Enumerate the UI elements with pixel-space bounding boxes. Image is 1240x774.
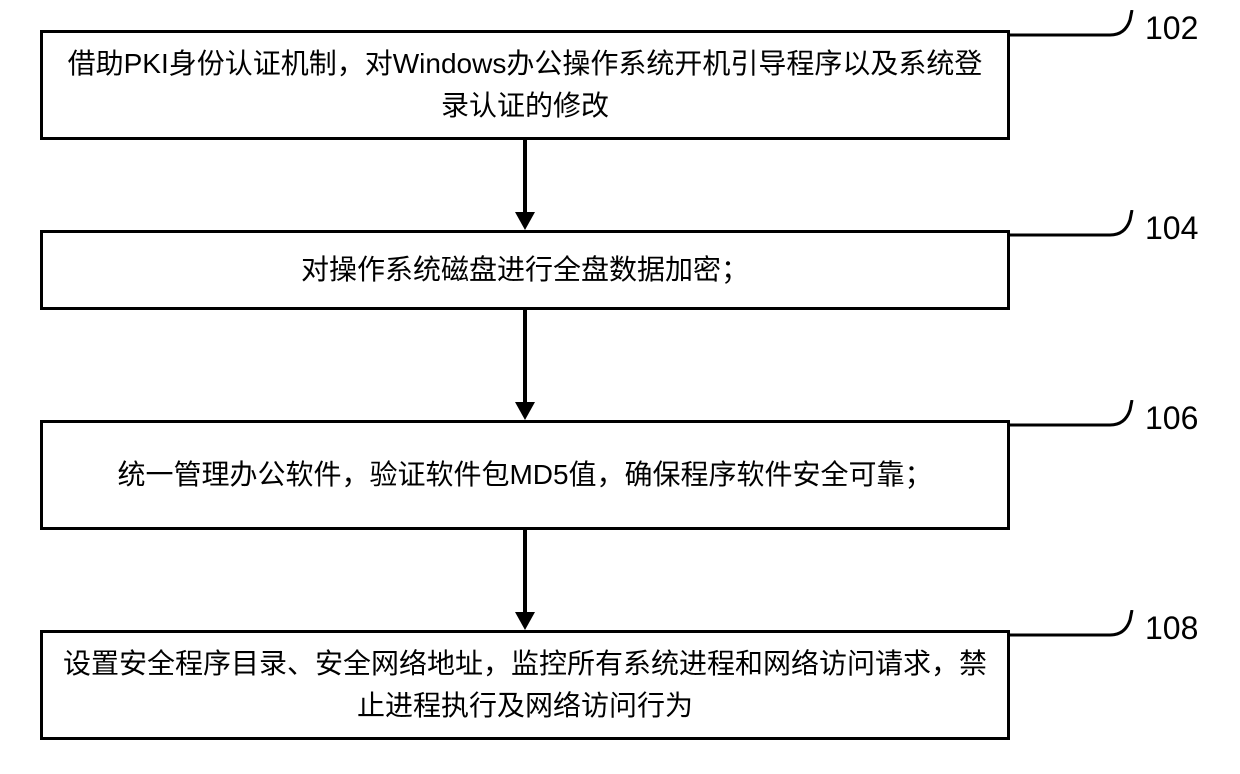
flowchart-box-4: 设置安全程序目录、安全网络地址，监控所有系统进程和网络访问请求，禁止进程执行及网… [40,630,1010,740]
connector-3 [1010,400,1160,440]
box-4-text: 设置安全程序目录、安全网络地址，监控所有系统进程和网络访问请求，禁止进程执行及网… [63,643,987,727]
connector-2 [1010,210,1160,250]
arrow-3-line [523,530,527,612]
flowchart-box-2: 对操作系统磁盘进行全盘数据加密； [40,230,1010,310]
connector-1 [1010,10,1160,50]
box-2-text: 对操作系统磁盘进行全盘数据加密； [301,249,749,291]
arrow-1-head [515,212,535,230]
arrow-1-line [523,140,527,212]
arrow-2-head [515,402,535,420]
box-1-label: 102 [1145,10,1198,47]
arrow-2-line [523,310,527,402]
box-1-text: 借助PKI身份认证机制，对Windows办公操作系统开机引导程序以及系统登录认证… [63,43,987,127]
box-3-text: 统一管理办公软件，验证软件包MD5值，确保程序软件安全可靠； [117,454,932,496]
box-2-label: 104 [1145,210,1198,247]
box-3-label: 106 [1145,400,1198,437]
arrow-3-head [515,612,535,630]
flowchart-container: 借助PKI身份认证机制，对Windows办公操作系统开机引导程序以及系统登录认证… [0,0,1240,774]
connector-4 [1010,610,1160,650]
flowchart-box-1: 借助PKI身份认证机制，对Windows办公操作系统开机引导程序以及系统登录认证… [40,30,1010,140]
flowchart-box-3: 统一管理办公软件，验证软件包MD5值，确保程序软件安全可靠； [40,420,1010,530]
box-4-label: 108 [1145,610,1198,647]
